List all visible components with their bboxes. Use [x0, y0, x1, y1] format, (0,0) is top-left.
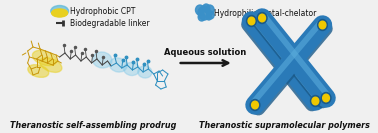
Ellipse shape [52, 9, 68, 17]
Ellipse shape [109, 58, 127, 72]
Ellipse shape [28, 65, 49, 77]
Text: Biodegradable linker: Biodegradable linker [70, 18, 150, 28]
Circle shape [198, 9, 203, 15]
Text: Hydrophobic CPT: Hydrophobic CPT [70, 7, 136, 16]
Circle shape [246, 16, 256, 26]
Circle shape [206, 14, 211, 20]
Circle shape [321, 92, 331, 103]
Circle shape [310, 95, 320, 107]
Circle shape [207, 11, 214, 19]
Circle shape [252, 101, 259, 109]
Circle shape [257, 13, 267, 24]
Ellipse shape [93, 52, 112, 68]
Circle shape [205, 5, 214, 15]
Text: Theranostic supramolecular polymers: Theranostic supramolecular polymers [199, 121, 370, 130]
Circle shape [323, 94, 329, 102]
Circle shape [319, 21, 326, 29]
Circle shape [259, 14, 265, 22]
Ellipse shape [40, 58, 62, 72]
Circle shape [318, 20, 327, 30]
Circle shape [195, 5, 204, 15]
Ellipse shape [124, 63, 139, 76]
Text: Aqueous solution: Aqueous solution [164, 48, 246, 57]
Ellipse shape [51, 5, 68, 16]
Circle shape [248, 17, 255, 25]
Circle shape [198, 6, 211, 20]
Text: Theranostic self-assembling prodrug: Theranostic self-assembling prodrug [10, 121, 177, 130]
Text: Hydrophilic metal-chelator: Hydrophilic metal-chelator [214, 9, 316, 18]
Circle shape [198, 13, 205, 21]
Circle shape [203, 4, 210, 12]
Ellipse shape [138, 66, 152, 78]
Circle shape [250, 99, 260, 111]
Circle shape [312, 97, 319, 105]
Ellipse shape [33, 50, 57, 66]
